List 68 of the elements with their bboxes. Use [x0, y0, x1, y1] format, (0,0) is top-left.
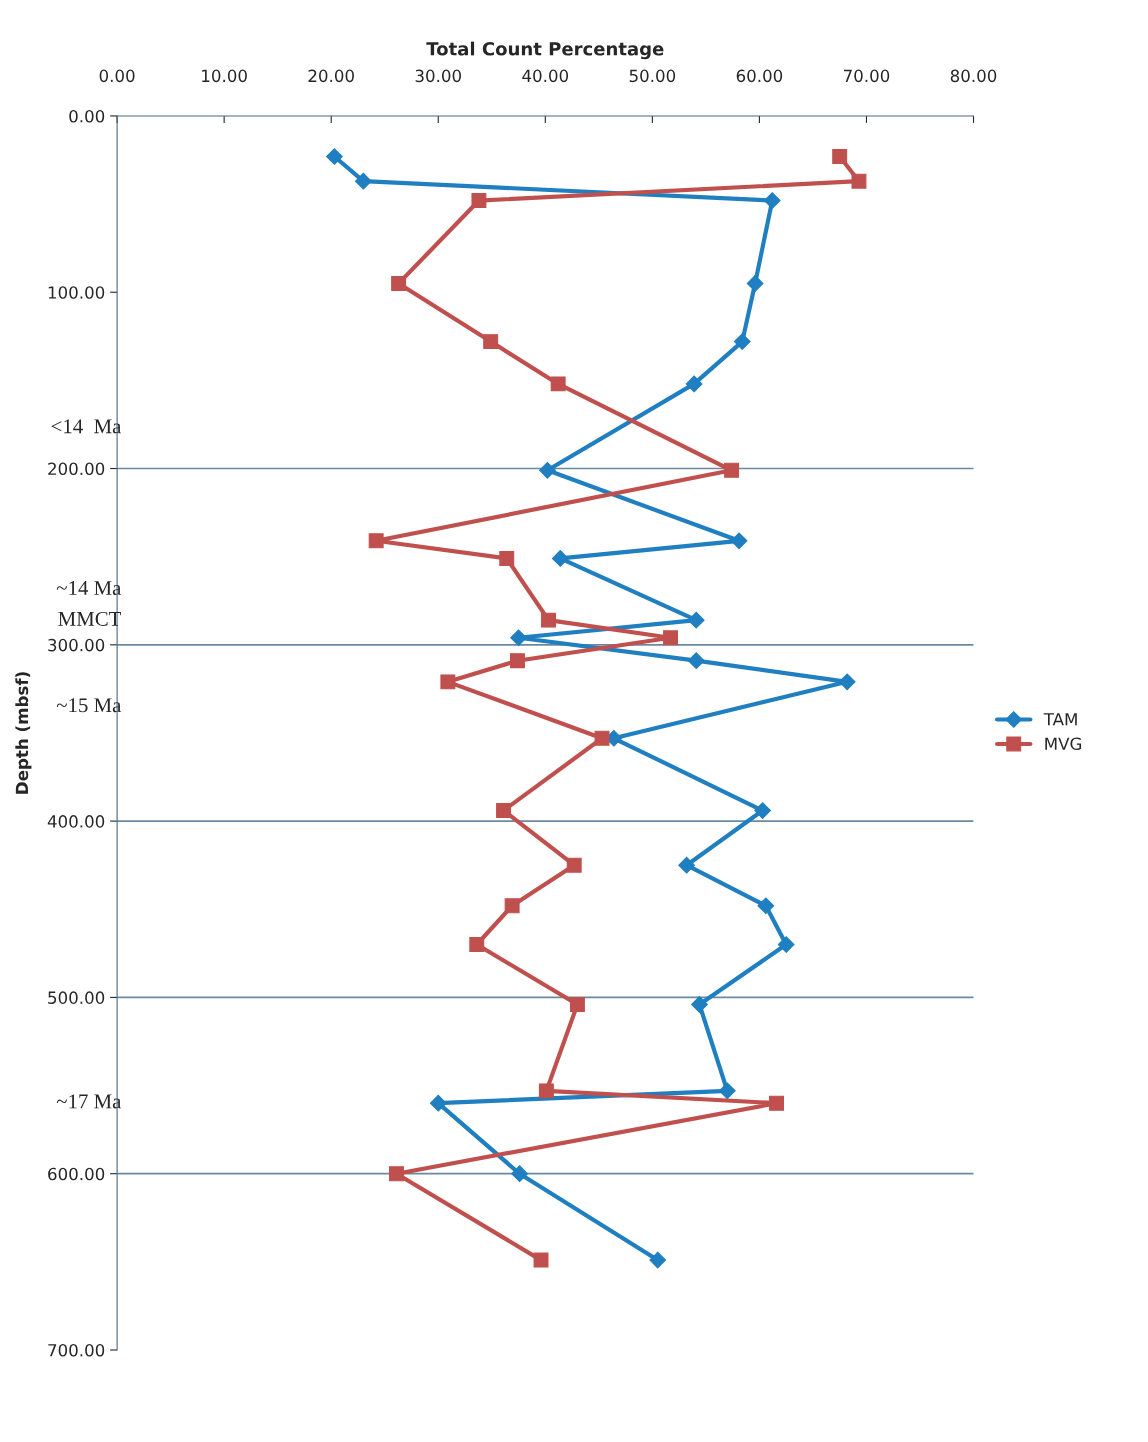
point — [566, 857, 582, 873]
x-tick-label: 30.00 — [415, 69, 461, 83]
point — [746, 275, 764, 292]
point — [538, 1083, 554, 1099]
point — [594, 730, 610, 746]
point — [569, 997, 585, 1012]
annotation: ~14 Ma — [56, 581, 122, 596]
point — [440, 674, 456, 690]
point — [326, 148, 343, 165]
x-tick-label: 80.00 — [950, 69, 997, 83]
point — [718, 1082, 736, 1100]
point — [649, 1251, 667, 1269]
x-tick-label: 10.00 — [202, 69, 247, 83]
y-tick-label: 200.00 — [48, 462, 105, 476]
y-tick-label: 100.00 — [48, 286, 105, 299]
point — [851, 173, 867, 189]
point — [541, 612, 556, 628]
point — [469, 937, 485, 952]
point — [663, 630, 679, 646]
point — [496, 803, 512, 818]
point — [691, 996, 708, 1013]
point — [510, 629, 527, 647]
annotation: ~15 Ma — [56, 698, 122, 713]
legend-label: MVG — [1045, 737, 1082, 751]
point — [533, 1252, 549, 1268]
point — [550, 376, 566, 392]
point — [687, 652, 705, 670]
y-tick-label: 700.00 — [48, 1343, 105, 1357]
x-tick-label: 40.00 — [522, 69, 569, 83]
point — [354, 172, 372, 190]
point — [389, 1166, 404, 1182]
point — [551, 550, 569, 567]
point — [678, 856, 695, 874]
annotation: ~17 Ma — [56, 1094, 122, 1109]
y-axis-title: Depth (mbsf) — [15, 672, 32, 794]
point — [391, 275, 407, 291]
point — [510, 653, 525, 669]
point — [769, 1095, 784, 1111]
point — [539, 461, 556, 479]
annotation: MMCT — [58, 611, 122, 626]
point — [757, 897, 775, 915]
point — [499, 550, 515, 566]
point — [724, 462, 740, 478]
legend-label: TAM — [1043, 713, 1077, 726]
x-tick-label: 0.00 — [99, 69, 135, 83]
y-tick-label: 500.00 — [48, 991, 105, 1004]
point — [685, 375, 703, 393]
point — [429, 1094, 447, 1112]
x-tick-label: 60.00 — [736, 69, 783, 83]
point — [368, 533, 384, 549]
y-tick-label: 300.00 — [48, 638, 105, 652]
y-tick-label: 400.00 — [47, 815, 105, 828]
point — [832, 149, 848, 164]
x-axis-title: Total Count Percentage — [426, 41, 664, 60]
point — [511, 1165, 528, 1183]
x-tick-label: 70.00 — [843, 69, 890, 83]
x-tick-label: 50.00 — [629, 69, 676, 83]
point — [471, 193, 487, 209]
point — [763, 192, 781, 209]
point — [483, 334, 499, 350]
x-tick-label: 20.00 — [308, 69, 354, 83]
point — [777, 936, 795, 953]
point — [733, 333, 751, 350]
annotation: <14 Ma — [51, 419, 122, 434]
y-tick-label: 600.00 — [48, 1167, 105, 1181]
point — [504, 898, 520, 914]
y-tick-label: 0.00 — [69, 109, 105, 123]
point — [754, 802, 771, 819]
